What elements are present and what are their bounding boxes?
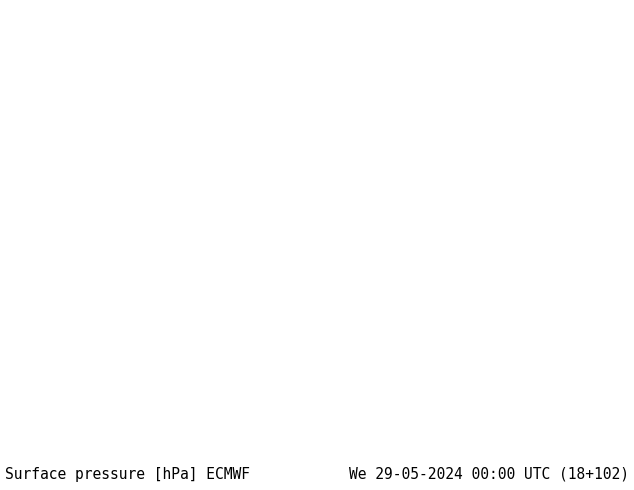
Text: Surface pressure [hPa] ECMWF: Surface pressure [hPa] ECMWF xyxy=(5,467,250,482)
Text: We 29-05-2024 00:00 UTC (18+102): We 29-05-2024 00:00 UTC (18+102) xyxy=(349,467,629,482)
